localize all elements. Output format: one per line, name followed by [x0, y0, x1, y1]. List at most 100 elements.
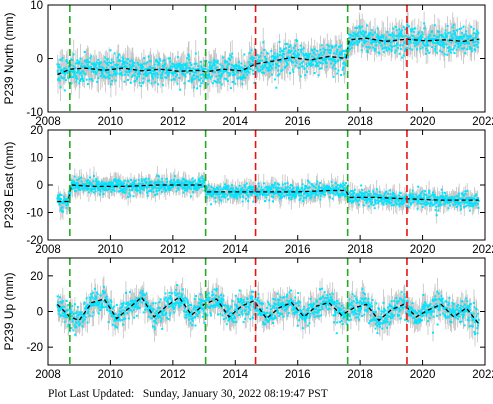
east-data-point: [375, 188, 378, 191]
north-data-point: [233, 73, 236, 76]
east-x-tick-label: 2016: [285, 244, 311, 256]
north-data-point: [192, 86, 195, 89]
north-data-point: [402, 35, 405, 38]
north-data-point: [370, 41, 373, 44]
east-data-point: [417, 185, 420, 188]
north-data-point: [327, 45, 330, 48]
north-data-point: [281, 54, 284, 57]
north-data-point: [267, 67, 270, 70]
east-data-point: [469, 196, 472, 199]
east-data-point: [168, 185, 171, 188]
north-data-point: [206, 74, 209, 77]
east-data-point: [73, 187, 76, 190]
north-data-point: [409, 47, 411, 50]
north-data-point: [63, 77, 66, 80]
north-data-point: [442, 35, 445, 38]
north-data-point: [327, 56, 330, 59]
north-data-point: [72, 64, 75, 67]
north-data-point: [176, 73, 179, 76]
east-data-point: [196, 182, 199, 185]
north-data-point: [86, 59, 89, 62]
north-data-point: [437, 43, 440, 46]
north-data-point: [114, 79, 117, 82]
east-data-point: [93, 175, 95, 178]
east-data-point: [461, 197, 464, 200]
north-data-point: [323, 52, 326, 55]
north-data-point: [82, 70, 85, 73]
east-data-point: [342, 182, 345, 185]
north-data-point: [355, 26, 358, 29]
east-data-point: [327, 187, 330, 190]
east-data-point: [386, 200, 389, 203]
north-data-point: [143, 57, 146, 59]
north-data-point: [438, 38, 441, 41]
east-data-point: [72, 182, 75, 185]
north-data-point: [389, 41, 392, 44]
north-data-point: [446, 25, 449, 27]
east-data-point: [386, 197, 389, 200]
east-data-point: [409, 201, 412, 204]
north-data-point: [167, 74, 170, 77]
north-data-point: [218, 81, 221, 84]
north-data-point: [209, 61, 212, 64]
east-data-point: [375, 193, 377, 196]
north-data-point: [387, 38, 390, 41]
east-data-point: [192, 180, 195, 183]
north-data-point: [232, 80, 235, 83]
east-data-point: [291, 184, 294, 187]
east-data-point: [408, 199, 411, 201]
north-data-point: [62, 77, 64, 80]
east-data-point: [335, 187, 338, 190]
north-data-point: [65, 60, 68, 63]
east-data-point: [126, 179, 129, 182]
east-data-point: [457, 200, 459, 203]
east-data-point: [272, 184, 275, 187]
north-data-point: [292, 70, 295, 73]
north-data-point: [433, 34, 436, 37]
north-data-point: [158, 57, 161, 60]
east-y-tick-label: -20: [26, 235, 43, 247]
north-data-point: [240, 62, 243, 65]
north-data-point: [320, 44, 323, 47]
east-data-point: [159, 186, 162, 189]
north-data-point: [68, 66, 71, 69]
east-data-point: [462, 194, 465, 197]
north-data-point: [228, 72, 231, 75]
north-data-point: [341, 53, 343, 56]
north-data-point: [243, 69, 246, 72]
east-data-point: [349, 195, 352, 198]
north-data-point: [375, 44, 378, 47]
east-data-point: [416, 207, 419, 210]
north-data-point: [58, 63, 61, 66]
north-data-point: [453, 47, 456, 50]
east-data-point: [193, 179, 196, 182]
north-data-point: [90, 70, 93, 73]
east-data-point: [121, 188, 124, 191]
north-data-point: [272, 58, 275, 61]
north-data-point: [60, 59, 63, 62]
east-data-point: [62, 200, 65, 203]
north-data-point: [100, 69, 103, 72]
north-data-point: [323, 59, 326, 62]
north-data-point: [287, 51, 290, 54]
east-data-point: [316, 180, 319, 183]
north-data-point: [176, 82, 179, 85]
north-data-point: [208, 73, 210, 76]
east-data-point: [322, 193, 325, 196]
east-data-point: [410, 197, 413, 200]
north-data-point: [399, 44, 402, 47]
north-data-point: [220, 75, 223, 78]
east-data-point: [86, 188, 89, 191]
north-data-point: [425, 47, 428, 50]
north-data-point: [348, 41, 351, 44]
north-data-point: [154, 81, 157, 84]
north-data-point: [452, 36, 455, 39]
north-data-point: [438, 31, 441, 33]
north-data-point: [370, 29, 373, 32]
east-data-point: [274, 181, 277, 184]
north-data-point: [214, 71, 217, 74]
east-data-point: [88, 181, 91, 184]
east-data-point: [97, 180, 100, 183]
north-data-point: [123, 80, 126, 83]
